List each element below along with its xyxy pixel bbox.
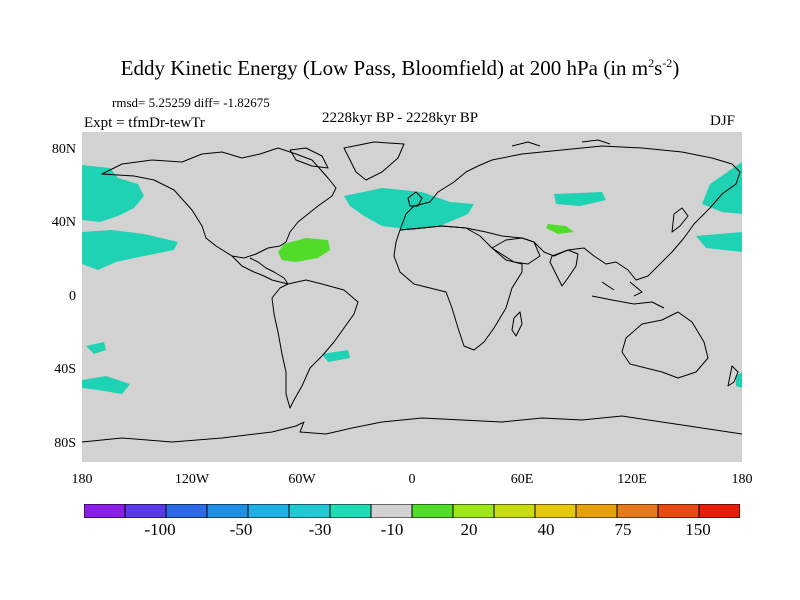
colorbar-label: -30 (308, 520, 332, 539)
colorbar-box (616, 504, 659, 518)
negative-patch-central-asia (554, 192, 606, 206)
colorbar-label: -50 (229, 520, 253, 539)
negative-patch-south-pacific-a (86, 342, 106, 354)
negative-patch-north-pacific-east (82, 230, 178, 270)
x-tick-label: 0 (408, 472, 416, 487)
x-tick-label: 120W (174, 472, 210, 487)
coastlines (82, 139, 742, 443)
colorbar-label: 75 (614, 520, 632, 539)
colorbar-label: -100 (144, 520, 176, 539)
colorbar-box (329, 504, 372, 518)
season-label: DJF (710, 113, 736, 129)
y-tick-label: 40S (54, 362, 76, 377)
colorbar-box (452, 504, 495, 518)
colorbar-box (206, 504, 249, 518)
siberian-islands-coastline (511, 139, 611, 147)
world-map (82, 132, 742, 462)
indonesia-coastline (591, 281, 665, 309)
anomaly-patches (82, 162, 742, 394)
colorbar-box (493, 504, 536, 518)
x-tick-label: 180 (731, 472, 753, 487)
colorbar-box (534, 504, 577, 518)
madagascar-coastline (511, 311, 523, 337)
y-tick-label: 0 (69, 289, 76, 304)
x-tick-label: 120E (617, 472, 647, 487)
y-tick-label: 80S (54, 436, 76, 451)
y-tick-label: 40N (51, 215, 76, 230)
colorbar-box (698, 504, 740, 518)
negative-patch-north-pacific-dateline (696, 232, 742, 252)
arabia-coastline (491, 237, 541, 265)
negative-patch-south-atlantic (322, 350, 350, 362)
negative-patch-south-pacific-b (82, 376, 130, 394)
north-america-coastline (101, 147, 337, 259)
negative-patch-north-atlantic (344, 188, 474, 230)
colorbar-box (288, 504, 331, 518)
colorbar-label: 20 (460, 520, 478, 539)
colorbar-box (84, 504, 126, 518)
colorbar-box (124, 504, 167, 518)
negative-patch-northwest-pacific (702, 162, 742, 214)
colorbar-box (247, 504, 290, 518)
negative-patch-north-pacific-west (82, 165, 144, 222)
colorbar-box (165, 504, 208, 518)
map-background (82, 132, 742, 462)
antarctica-coastline (82, 415, 742, 443)
colorbar-box (575, 504, 618, 518)
colorbar-label: -10 (380, 520, 404, 539)
colorbar-box (657, 504, 700, 518)
experiment-label: Expt = tfmDr-tewTr (84, 115, 205, 131)
south-america-coastline (271, 279, 359, 409)
japan-coastline (671, 207, 689, 233)
central-america-coastline (231, 255, 289, 285)
positive-patch-gulf-of-mexico (278, 238, 330, 262)
colorbar (84, 504, 740, 518)
australia-coastline (621, 311, 709, 379)
new-zealand-coastline (727, 365, 739, 387)
baffin-island-coastline (289, 147, 329, 169)
british-isles-coastline (407, 191, 423, 207)
colorbar-box (370, 504, 413, 518)
positive-patch-central-asia (546, 224, 574, 234)
colorbar-label: 40 (537, 520, 555, 539)
india-coastline (549, 249, 579, 287)
stats-label: rmsd= 5.25259 diff= -1.82675 (112, 95, 270, 110)
x-tick-label: 60E (510, 472, 534, 487)
colorbar-label: 150 (685, 520, 711, 539)
africa-coastline (393, 225, 523, 351)
period-label: 2228kyr BP - 2228kyr BP (322, 110, 479, 126)
y-tick-label: 80N (51, 142, 76, 157)
plot-title: Eddy Kinetic Energy (Low Pass, Bloomfiel… (120, 56, 680, 80)
x-tick-label: 60W (288, 472, 316, 487)
greenland-coastline (343, 141, 405, 181)
x-tick-label: 180 (71, 472, 93, 487)
colorbar-box (411, 504, 454, 518)
negative-patch-southern-ocean-east (736, 372, 742, 388)
